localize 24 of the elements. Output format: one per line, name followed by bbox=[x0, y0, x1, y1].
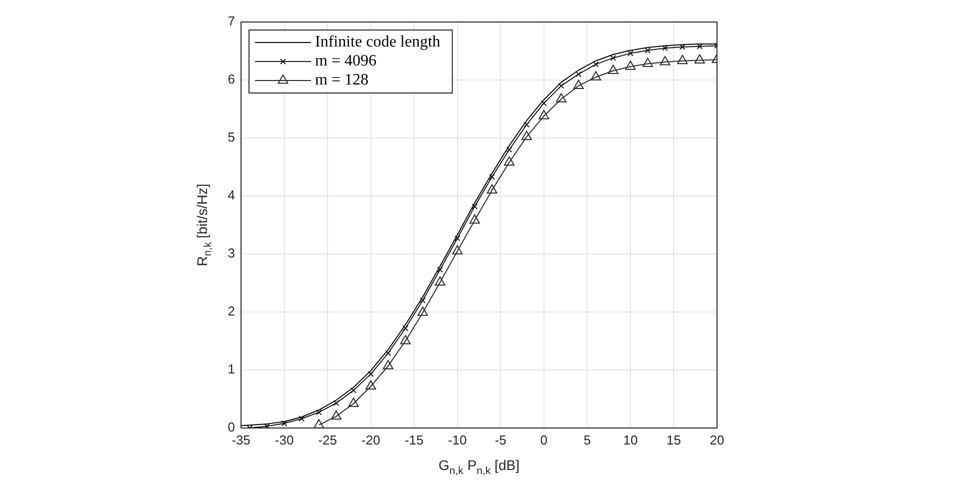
y-tick-label: 3 bbox=[228, 246, 235, 261]
y-tick-label: 4 bbox=[228, 188, 235, 203]
x-tick-label: 20 bbox=[710, 432, 724, 448]
x-tick-label: -15 bbox=[404, 432, 424, 448]
y-tick-label: 7 bbox=[228, 14, 235, 29]
legend-label: Infinite code length bbox=[315, 34, 440, 51]
legend-label: m = 128 bbox=[315, 72, 368, 89]
y-tick-label: 1 bbox=[228, 362, 235, 377]
x-tick-label: -25 bbox=[318, 432, 337, 448]
y-tick-label: 5 bbox=[228, 130, 235, 145]
x-tick-label: -10 bbox=[448, 432, 467, 448]
x-tick-label: 15 bbox=[666, 432, 681, 448]
legend-label: m = 4096 bbox=[315, 52, 376, 70]
x-tick-label: 0 bbox=[540, 432, 548, 448]
x-tick-label: -30 bbox=[274, 432, 294, 448]
x-tick-label: 5 bbox=[584, 432, 591, 448]
y-axis-title: Rn,k [bit/s/Hz] bbox=[194, 184, 214, 266]
y-tick-label: 0 bbox=[228, 420, 235, 435]
x-tick-label: -35 bbox=[232, 432, 250, 448]
x-tick-label: -5 bbox=[494, 432, 506, 448]
y-tick-label: 6 bbox=[228, 72, 235, 87]
y-tick-label: 2 bbox=[228, 304, 235, 319]
x-tick-label: 10 bbox=[623, 432, 638, 448]
x-tick-label: -20 bbox=[361, 432, 380, 448]
